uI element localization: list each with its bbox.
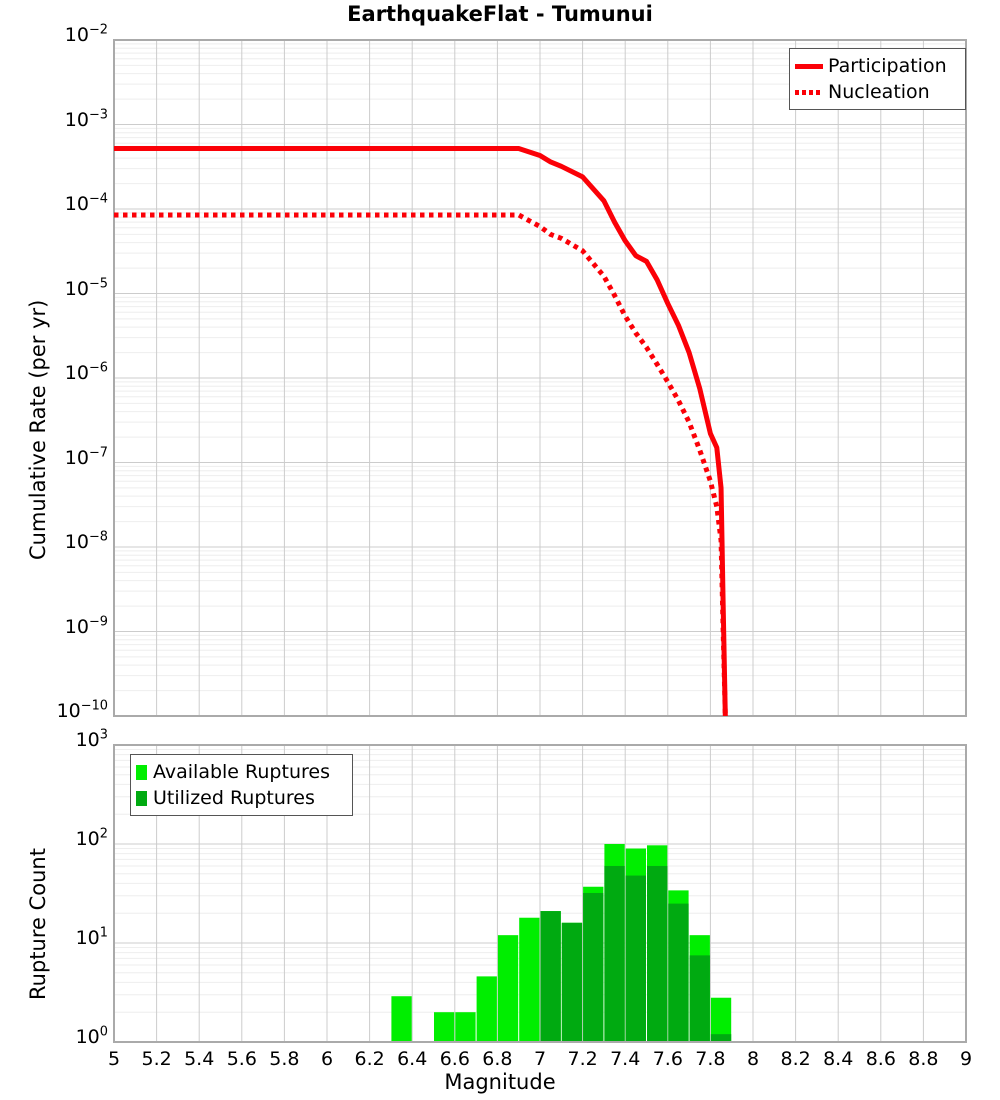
legend-item-participation[interactable]: Participation [795, 53, 959, 79]
bottom-chart-plot-area [0, 0, 1000, 1100]
rupture-count-y-tick: 102 [0, 830, 116, 849]
legend-item-nucleation[interactable]: Nucleation [795, 79, 959, 105]
available-rupture-bar [519, 918, 539, 1042]
utilized-rupture-bar [647, 866, 667, 1042]
utilized-rupture-bar [541, 911, 561, 1042]
available-rupture-bar [391, 996, 411, 1042]
available-rupture-bar [626, 849, 646, 1042]
available-rupture-bar [562, 923, 582, 1042]
utilized-rupture-bar [583, 893, 603, 1042]
available-rupture-bar [434, 1012, 454, 1042]
utilized-rupture-bar [668, 904, 688, 1042]
cumulative-rate-y-tick: 10−9 [0, 618, 116, 637]
utilized-rupture-bar [604, 866, 624, 1042]
rupture-count-y-tick: 101 [0, 929, 116, 948]
utilized-rupture-bar [690, 955, 710, 1042]
available-rupture-bar [477, 976, 497, 1042]
nucleation-dotted-line-icon [795, 90, 823, 95]
rupture-count-y-tick: 100 [0, 1028, 116, 1047]
x-axis-label: Magnitude [0, 1070, 1000, 1094]
top-chart-y-axis-label: Cumulative Rate (per yr) [26, 300, 50, 560]
available-rupture-bar [668, 890, 688, 1042]
rupture-count-y-tick: 103 [0, 731, 116, 750]
earthquake-mfd-figure: EarthquakeFlat - Tumunui Cumulative Rate… [0, 0, 1000, 1100]
cumulative-rate-y-tick: 10−3 [0, 111, 116, 130]
participation-line-icon [795, 64, 823, 69]
page-title: EarthquakeFlat - Tumunui [0, 2, 1000, 26]
cumulative-rate-y-tick: 10−6 [0, 364, 116, 383]
series-nucleation-curve [114, 215, 725, 716]
legend-item-available-ruptures[interactable]: Available Ruptures [136, 759, 346, 785]
utilized-ruptures-swatch-icon [136, 791, 147, 806]
cumulative-rate-y-tick: 10−10 [0, 702, 116, 721]
available-rupture-bar [690, 935, 710, 1042]
cumulative-rate-y-tick: 10−8 [0, 533, 116, 552]
utilized-rupture-bar [562, 923, 582, 1042]
cumulative-rate-y-tick: 10−5 [0, 280, 116, 299]
series-participation-curve [114, 149, 725, 717]
top-chart-legend: Participation Nucleation [789, 48, 966, 110]
available-rupture-bar [647, 845, 667, 1042]
legend-label-nucleation: Nucleation [828, 81, 930, 103]
cumulative-rate-y-tick: 10−7 [0, 449, 116, 468]
legend-label-participation: Participation [828, 55, 947, 77]
available-rupture-bar [455, 1012, 475, 1042]
cumulative-rate-y-tick: 10−2 [0, 26, 116, 45]
legend-label-available-ruptures: Available Ruptures [153, 761, 330, 783]
legend-label-utilized-ruptures: Utilized Ruptures [153, 787, 315, 809]
available-ruptures-swatch-icon [136, 765, 147, 780]
available-rupture-bar [583, 887, 603, 1042]
available-rupture-bar [711, 998, 731, 1042]
legend-item-utilized-ruptures[interactable]: Utilized Ruptures [136, 785, 346, 811]
magnitude-x-tick: 9 [936, 1048, 996, 1070]
cumulative-rate-y-tick: 10−4 [0, 195, 116, 214]
utilized-rupture-bar [711, 1034, 731, 1042]
available-rupture-bar [604, 844, 624, 1042]
top-chart-plot-area [0, 0, 1000, 1100]
available-rupture-bar [498, 935, 518, 1042]
bottom-chart-legend: Available Ruptures Utilized Ruptures [130, 754, 353, 816]
available-rupture-bar [541, 911, 561, 1042]
bottom-chart-y-axis-label: Rupture Count [26, 848, 50, 1000]
utilized-rupture-bar [626, 876, 646, 1042]
